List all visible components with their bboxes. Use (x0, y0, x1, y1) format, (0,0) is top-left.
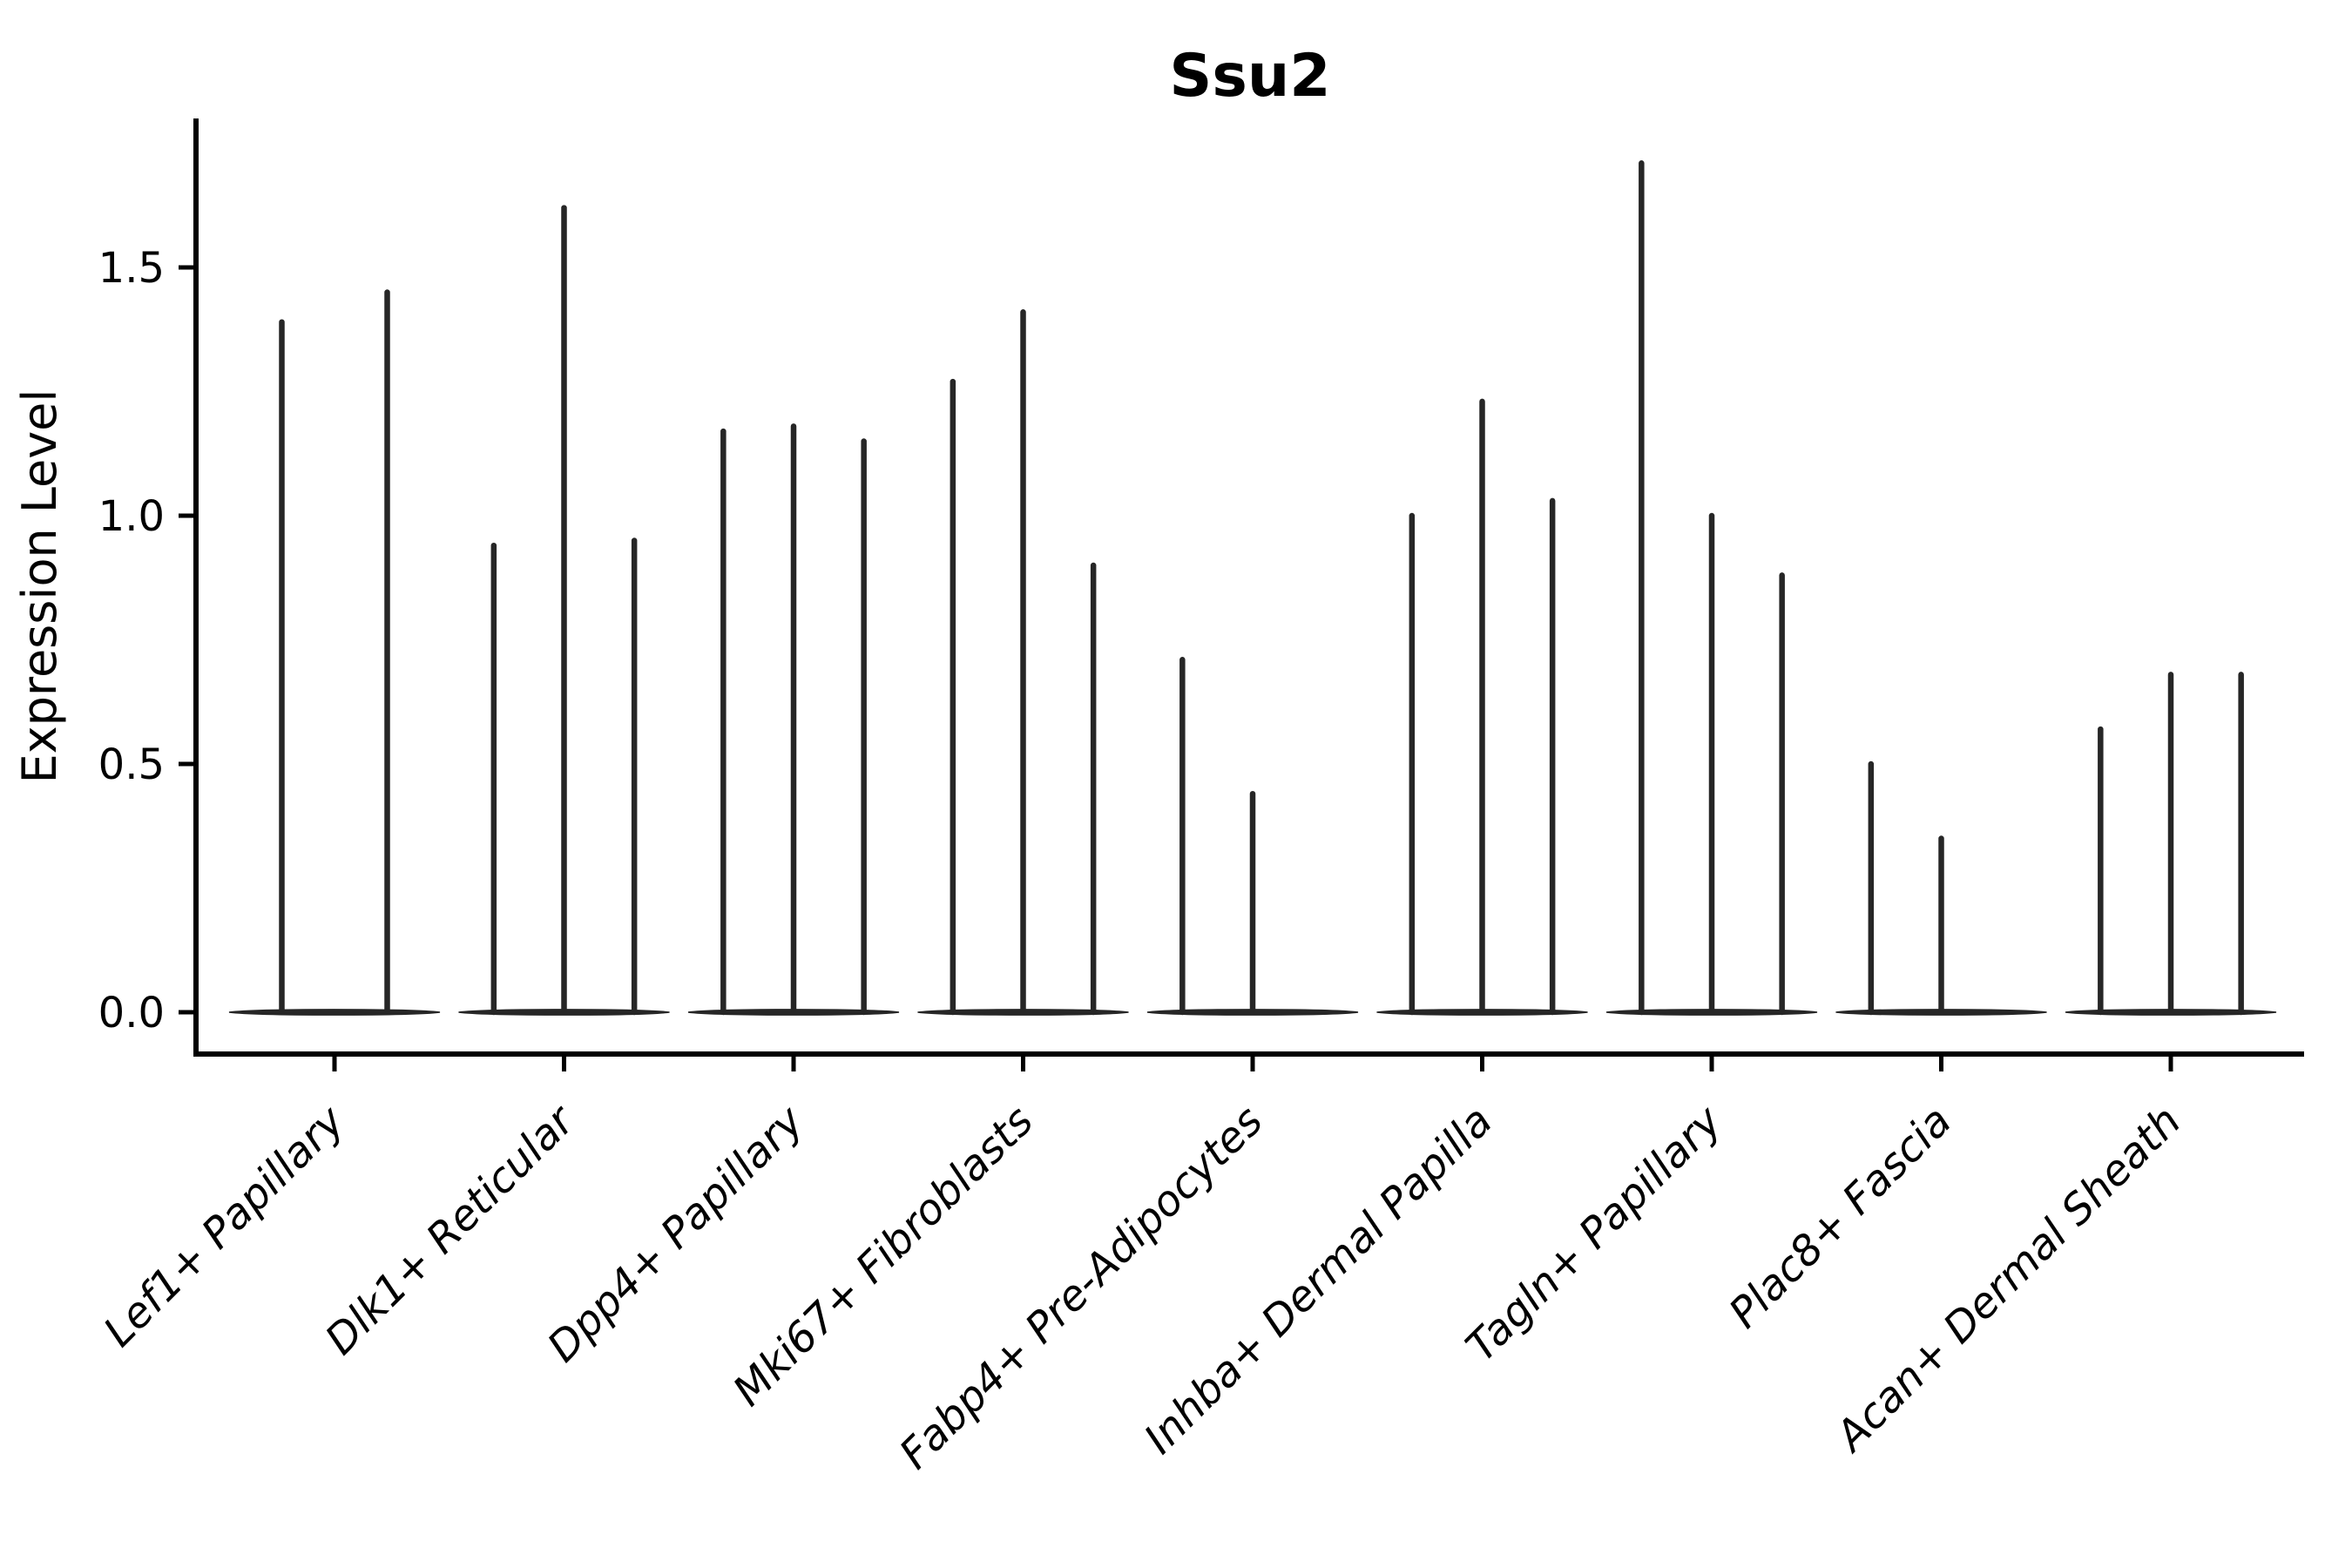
axes-layer (179, 118, 2304, 1071)
violin-base (228, 1009, 441, 1016)
y-tick-label: 1.0 (98, 492, 165, 541)
x-tick-label: Dpp4+ Papillary (538, 1096, 814, 1371)
y-axis-label: Expression Level (12, 389, 67, 784)
x-tick-label: Lef1+ Papillary (94, 1096, 355, 1356)
x-tick-label: Dlk1+ Reticular (316, 1095, 586, 1365)
y-tick-label: 0.0 (98, 989, 165, 1037)
violin-layer (228, 160, 2277, 1016)
x-tick-label: Plac8+ Fascia (1720, 1097, 1961, 1338)
y-tick-label: 1.5 (98, 244, 165, 293)
x-tick-label: Fabp4+ Pre-Adipocytes (890, 1097, 1273, 1479)
chart-title: Ssu2 (1169, 42, 1330, 111)
y-tick-label: 0.5 (98, 740, 165, 789)
x-tick-label: Tagln+ Papillary (1456, 1096, 1732, 1371)
